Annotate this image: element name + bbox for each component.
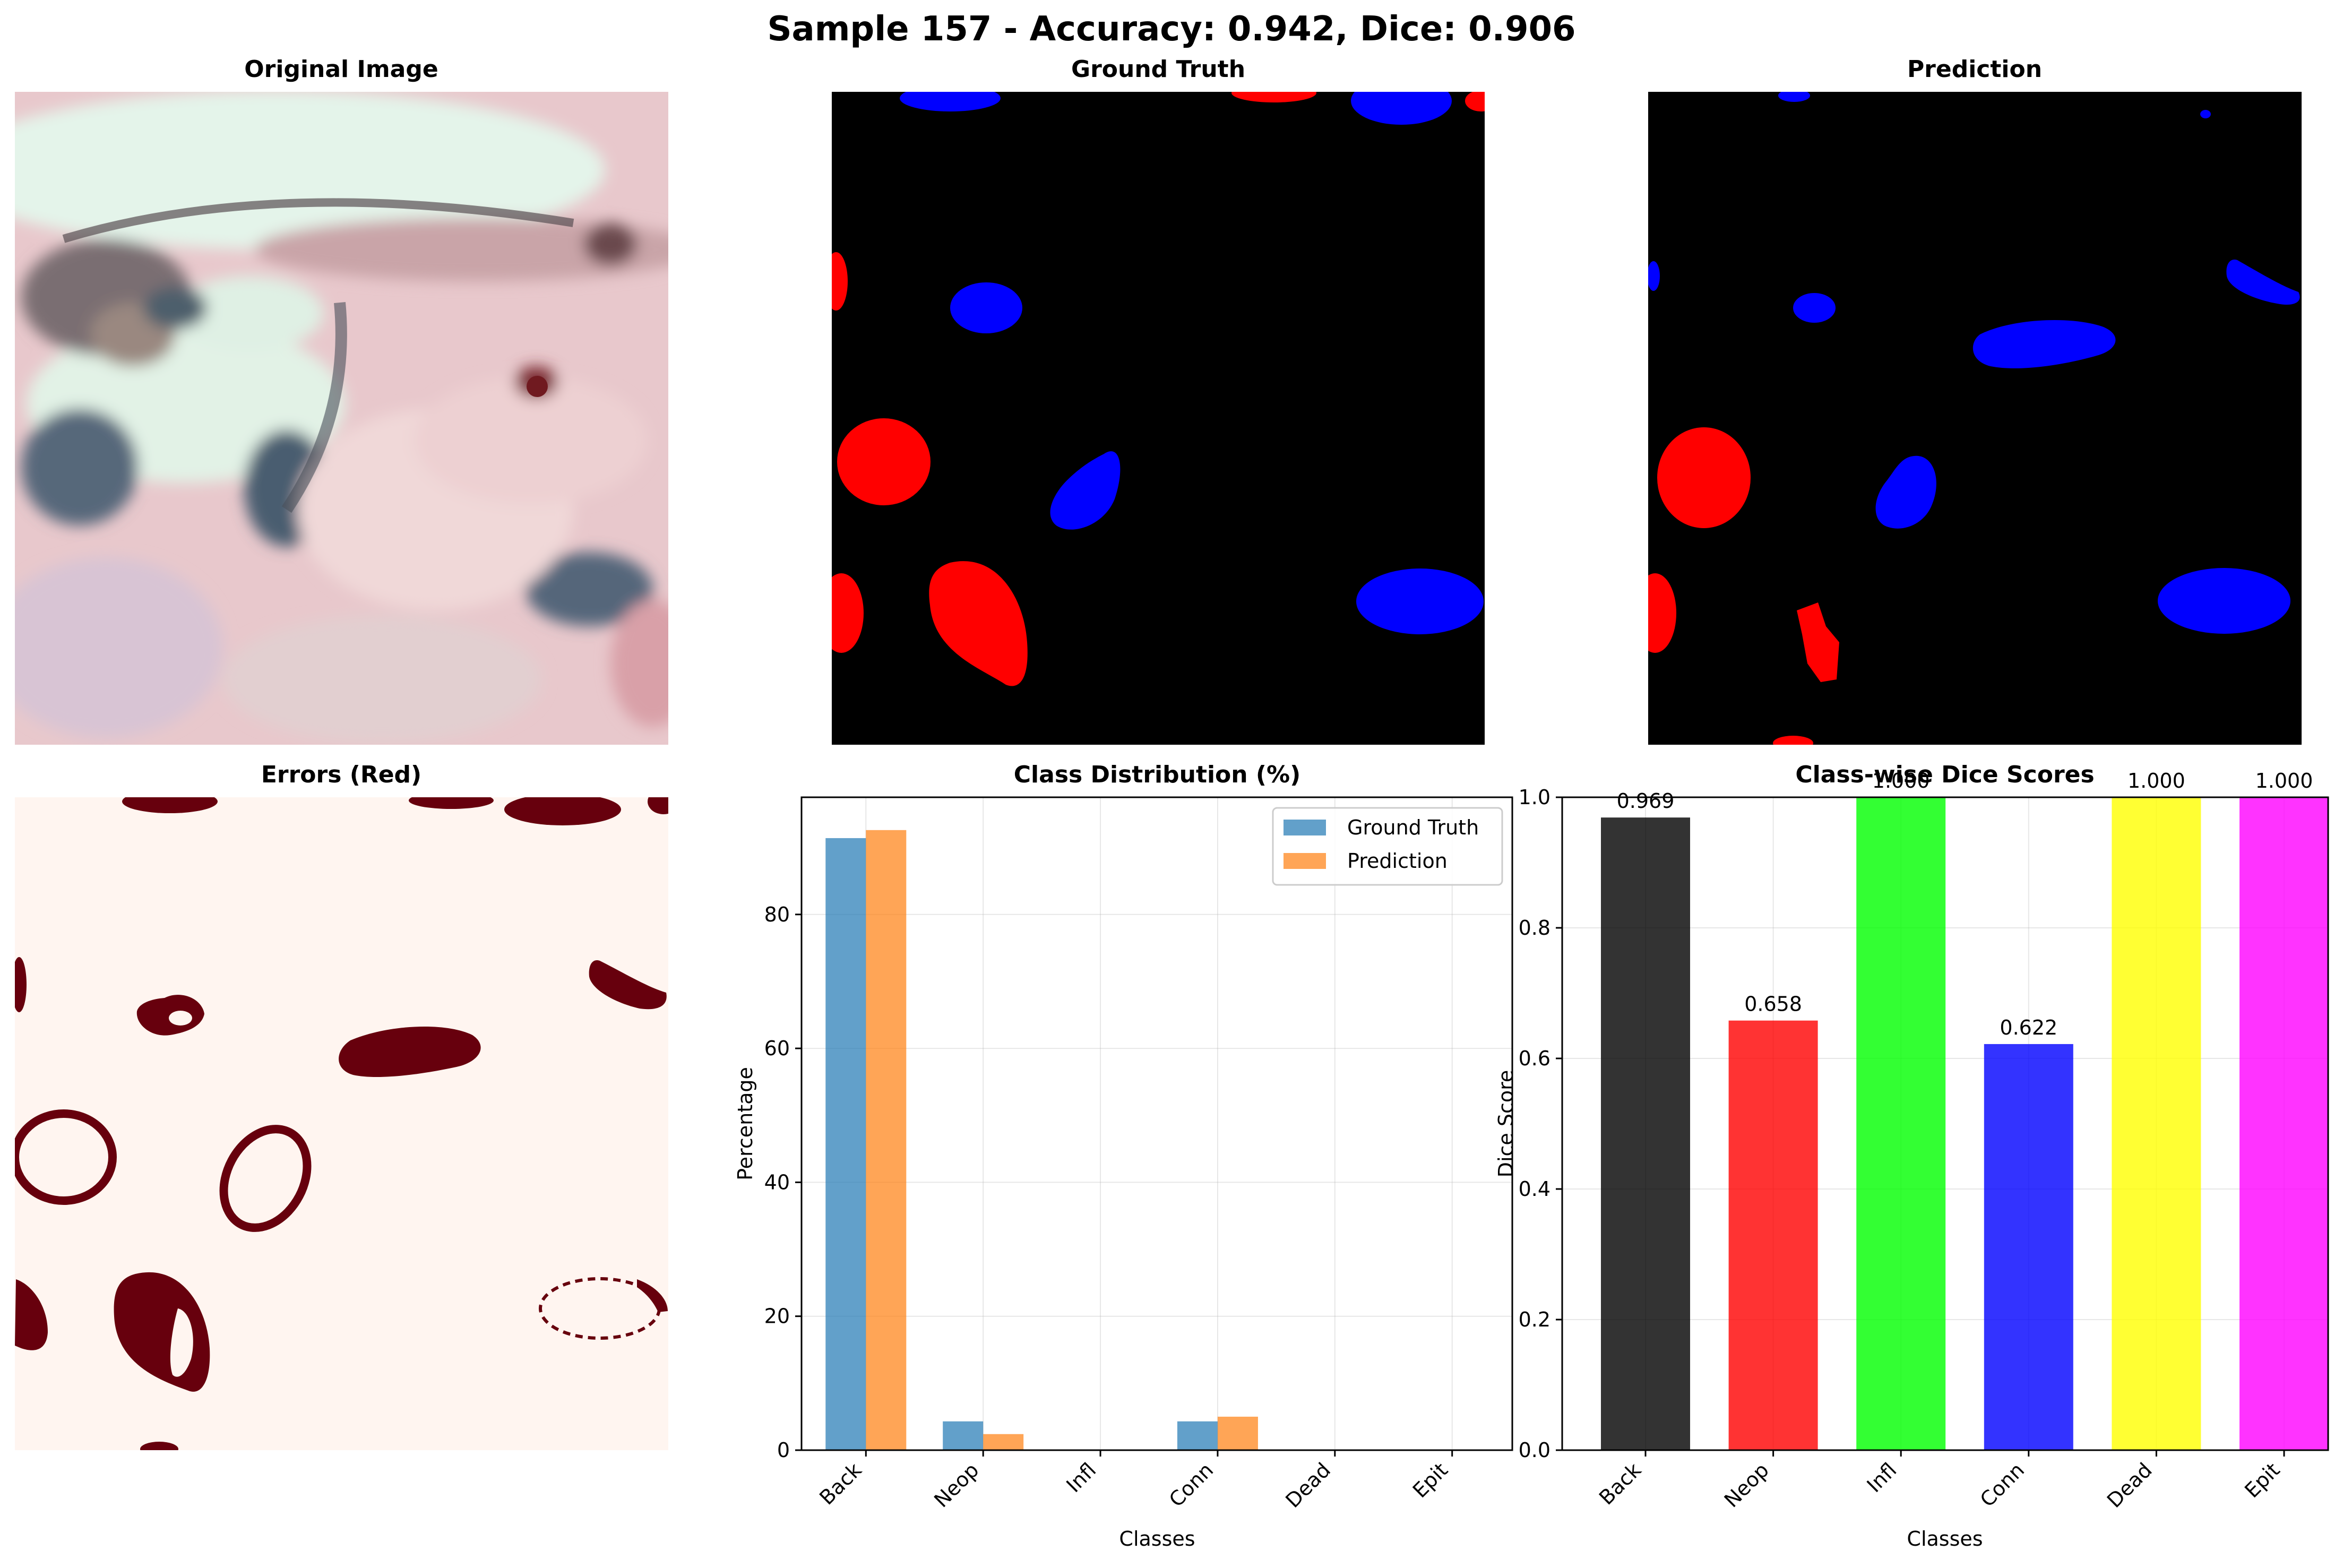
bar-prediction-neop xyxy=(983,1434,1024,1450)
dice-bar-dead xyxy=(2112,797,2201,1450)
class-distribution-xlabel: Classes xyxy=(1119,1527,1195,1550)
class-distribution-legend: Ground Truth Prediction xyxy=(1272,807,1503,886)
x-tick-label-conn: Conn xyxy=(1976,1458,2029,1511)
y-tick-label: 60 xyxy=(764,1037,790,1060)
ground-truth-mask xyxy=(832,92,1485,745)
legend-swatch-ground-truth xyxy=(1284,820,1326,835)
y-tick-label: 80 xyxy=(764,903,790,926)
dice-bar-conn xyxy=(1984,1044,2073,1450)
legend-swatch-prediction xyxy=(1284,853,1326,869)
prediction-mask xyxy=(1648,92,2302,745)
x-tick-label-infl: Infl xyxy=(1863,1458,1901,1497)
dice-scores-value-labels: 0.969 0.658 1.000 0.622 1.000 1.000 xyxy=(1617,769,2313,1039)
class-distribution-y-axis: 0 20 40 60 80 xyxy=(764,903,802,1462)
y-tick-label: 0.8 xyxy=(1519,916,1550,940)
dice-scores-chart: 0.0 0.2 0.4 0.6 0.8 1.0 Back Neop Infl Conn Dead E… xyxy=(1494,761,2329,1550)
ground-truth-title: Ground Truth xyxy=(1071,56,1245,83)
dice-bar-back xyxy=(1601,817,1690,1450)
dice-scores-x-axis: Back Neop Infl Conn Dead Epit xyxy=(1595,1450,2285,1512)
dice-scores-bars xyxy=(1601,797,2329,1450)
y-tick-label: 20 xyxy=(764,1305,790,1328)
dice-value-label-neop: 0.658 xyxy=(1744,993,1802,1016)
x-tick-label-epit: Epit xyxy=(2240,1458,2284,1502)
bar-ground-truth-back xyxy=(825,838,866,1450)
y-tick-label: 0.2 xyxy=(1519,1308,1550,1331)
dice-value-label-infl: 1.000 xyxy=(1872,769,1930,792)
class-distribution-x-axis: Back Neop Infl Conn Dead Epit xyxy=(815,1450,1453,1512)
x-tick-label-back: Back xyxy=(815,1458,866,1509)
figure-title: Sample 157 - Accuracy: 0.942, Dice: 0.90… xyxy=(767,10,1575,49)
y-tick-label: 0 xyxy=(777,1438,790,1462)
original-image xyxy=(15,92,668,745)
x-tick-label-conn: Conn xyxy=(1165,1458,1218,1511)
prediction-title: Prediction xyxy=(1907,56,2042,83)
legend-label-ground-truth: Ground Truth xyxy=(1347,816,1479,839)
dice-bar-infl xyxy=(1856,797,1946,1450)
dice-value-label-conn: 0.622 xyxy=(2000,1016,2057,1039)
x-tick-label-infl: Infl xyxy=(1062,1458,1100,1497)
y-tick-label: 0.4 xyxy=(1519,1177,1550,1201)
dice-scores-title: Class-wise Dice Scores xyxy=(1795,761,2094,788)
y-tick-label: 1.0 xyxy=(1519,786,1550,809)
x-tick-label-epit: Epit xyxy=(1408,1458,1452,1502)
class-distribution-ylabel: Percentage xyxy=(734,1067,757,1181)
dice-scores-frame xyxy=(1561,796,2329,1451)
original-image-title: Original Image xyxy=(244,56,438,83)
dice-bar-epit xyxy=(2239,797,2329,1450)
x-tick-label-neop: Neop xyxy=(929,1458,983,1512)
class-distribution-frame xyxy=(800,796,1513,1451)
x-tick-label-neop: Neop xyxy=(1720,1458,1773,1512)
dice-scores-ylabel: Dice Score xyxy=(1494,1070,1518,1178)
x-tick-label-dead: Dead xyxy=(1281,1458,1335,1512)
y-tick-label: 0.0 xyxy=(1519,1438,1550,1462)
bar-prediction-conn xyxy=(1217,1416,1258,1450)
dice-value-label-dead: 1.000 xyxy=(2127,769,2185,792)
y-tick-label: 0.6 xyxy=(1519,1047,1550,1070)
dice-value-label-epit: 1.000 xyxy=(2255,769,2313,792)
dice-scores-y-axis: 0.0 0.2 0.4 0.6 0.8 1.0 xyxy=(1519,786,1562,1462)
class-distribution-title: Class Distribution (%) xyxy=(1014,761,1300,788)
error-map xyxy=(15,797,668,1450)
bar-ground-truth-neop xyxy=(943,1421,984,1450)
legend-label-prediction: Prediction xyxy=(1347,849,1448,873)
errors-title: Errors (Red) xyxy=(261,761,421,788)
class-distribution-chart: 0 20 40 60 80 Back Neop Infl Conn Dead Epit Class… xyxy=(734,761,1513,1550)
dice-value-label-back: 0.969 xyxy=(1617,789,1675,813)
x-tick-label-dead: Dead xyxy=(2103,1458,2157,1512)
class-distribution-grid xyxy=(802,797,1512,1451)
bar-prediction-back xyxy=(866,830,907,1450)
x-tick-label-back: Back xyxy=(1595,1458,1646,1509)
y-tick-label: 40 xyxy=(764,1170,790,1194)
class-distribution-bars xyxy=(825,830,1258,1450)
dice-bar-neop xyxy=(1728,1020,1818,1450)
bar-ground-truth-conn xyxy=(1177,1421,1218,1450)
dice-scores-xlabel: Classes xyxy=(1907,1527,1983,1550)
